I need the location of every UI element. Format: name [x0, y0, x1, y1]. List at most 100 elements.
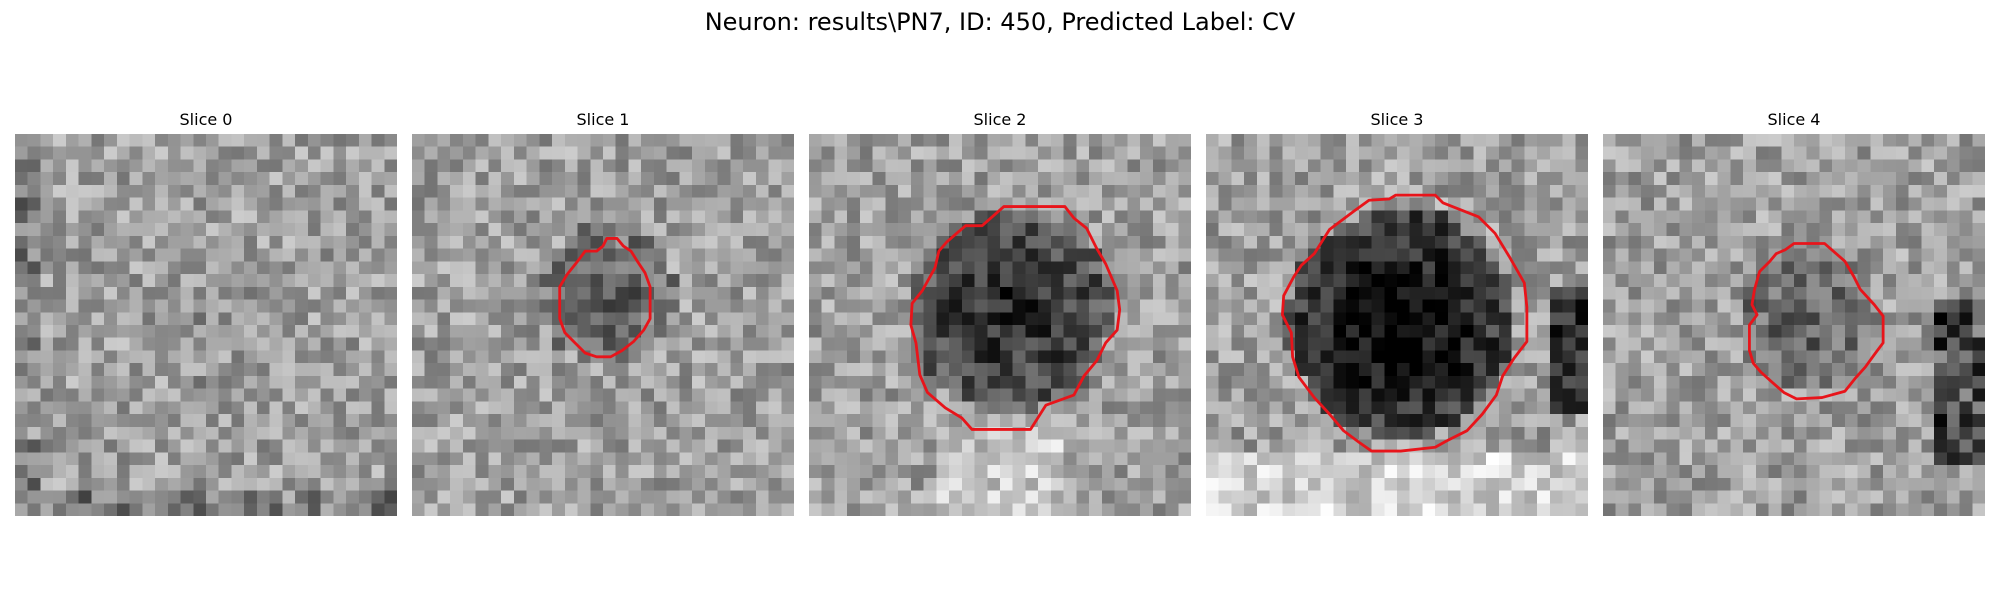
- image-pixel: [885, 146, 899, 160]
- image-pixel: [1231, 299, 1245, 313]
- image-pixel: [1486, 172, 1500, 186]
- image-pixel: [358, 299, 372, 313]
- image-pixel: [167, 274, 181, 288]
- image-pixel: [692, 184, 706, 198]
- image-pixel: [27, 248, 41, 262]
- image-pixel: [1730, 503, 1744, 516]
- image-pixel: [1806, 337, 1820, 351]
- image-pixel: [295, 210, 309, 224]
- image-pixel: [129, 363, 143, 377]
- image-pixel: [371, 452, 385, 466]
- image-pixel: [1025, 274, 1039, 288]
- image-pixel: [155, 134, 169, 147]
- image-pixel: [65, 452, 79, 466]
- image-pixel: [1934, 134, 1948, 147]
- image-pixel: [743, 312, 757, 326]
- image-pixel: [1358, 172, 1372, 186]
- image-pixel: [206, 477, 219, 491]
- image-pixel: [590, 159, 604, 173]
- image-pixel: [129, 465, 143, 479]
- image-pixel: [1755, 223, 1769, 237]
- image-pixel: [961, 159, 975, 173]
- image-pixel: [104, 312, 118, 326]
- image-pixel: [872, 159, 886, 173]
- image-pixel: [603, 299, 616, 313]
- image-pixel: [974, 312, 988, 326]
- image-pixel: [1562, 248, 1576, 262]
- image-pixel: [358, 172, 372, 186]
- image-pixel: [412, 172, 425, 186]
- image-pixel: [1397, 223, 1410, 237]
- image-pixel: [333, 388, 347, 402]
- image-pixel: [1524, 465, 1538, 479]
- image-pixel: [1781, 477, 1795, 491]
- image-pixel: [1114, 388, 1128, 402]
- image-pixel: [104, 235, 118, 249]
- image-pixel: [1692, 350, 1706, 364]
- image-pixel: [78, 274, 92, 288]
- image-pixel: [885, 248, 899, 262]
- image-pixel: [282, 426, 296, 440]
- image-pixel: [590, 312, 604, 326]
- image-pixel: [513, 452, 527, 466]
- image-pixel: [1806, 299, 1820, 313]
- image-pixel: [295, 261, 309, 275]
- image-pixel: [1140, 261, 1154, 275]
- image-pixel: [628, 337, 642, 351]
- image-pixel: [1295, 477, 1309, 491]
- image-pixel: [256, 388, 270, 402]
- image-pixel: [1946, 337, 1960, 351]
- image-pixel: [1883, 286, 1897, 300]
- image-pixel: [974, 159, 988, 173]
- image-pixel: [1857, 350, 1871, 364]
- image-pixel: [1666, 477, 1680, 491]
- image-pixel: [1231, 465, 1245, 479]
- image-pixel: [834, 223, 848, 237]
- image-pixel: [615, 503, 629, 516]
- image-pixel: [1934, 388, 1948, 402]
- image-pixel: [1320, 274, 1334, 288]
- image-pixel: [910, 312, 924, 326]
- image-pixel: [1857, 299, 1871, 313]
- image-pixel: [781, 477, 794, 491]
- image-pixel: [1641, 261, 1655, 275]
- image-pixel: [1178, 325, 1191, 338]
- image-pixel: [755, 210, 769, 224]
- image-pixel: [1114, 490, 1128, 504]
- image-pixel: [91, 401, 105, 415]
- image-pixel: [961, 248, 975, 262]
- image-pixel: [1307, 490, 1321, 504]
- image-pixel: [666, 439, 680, 453]
- image-pixel: [424, 299, 438, 313]
- image-pixel: [193, 325, 207, 338]
- image-pixel: [1435, 261, 1449, 275]
- image-pixel: [1934, 503, 1948, 516]
- image-pixel: [743, 350, 757, 364]
- image-pixel: [1537, 477, 1551, 491]
- image-pixel: [1857, 235, 1871, 249]
- image-pixel: [244, 363, 258, 377]
- image-pixel: [666, 172, 680, 186]
- image-pixel: [1384, 490, 1398, 504]
- image-pixel: [1346, 477, 1360, 491]
- image-pixel: [1409, 286, 1423, 300]
- image-pixel: [564, 312, 578, 326]
- image-pixel: [590, 210, 604, 224]
- image-pixel: [1012, 172, 1026, 186]
- image-pixel: [27, 439, 41, 453]
- image-pixel: [1152, 223, 1166, 237]
- image-pixel: [1704, 210, 1718, 224]
- image-pixel: [333, 490, 347, 504]
- image-pixel: [653, 274, 667, 288]
- image-pixel: [898, 388, 912, 402]
- image-pixel: [1025, 261, 1039, 275]
- image-pixel: [679, 235, 693, 249]
- image-pixel: [1038, 146, 1052, 160]
- image-pixel: [269, 325, 283, 338]
- image-pixel: [462, 172, 476, 186]
- image-pixel: [717, 350, 731, 364]
- image-pixel: [1666, 184, 1680, 198]
- image-pixel: [847, 312, 861, 326]
- image-pixel: [1832, 299, 1846, 313]
- image-pixel: [1959, 274, 1973, 288]
